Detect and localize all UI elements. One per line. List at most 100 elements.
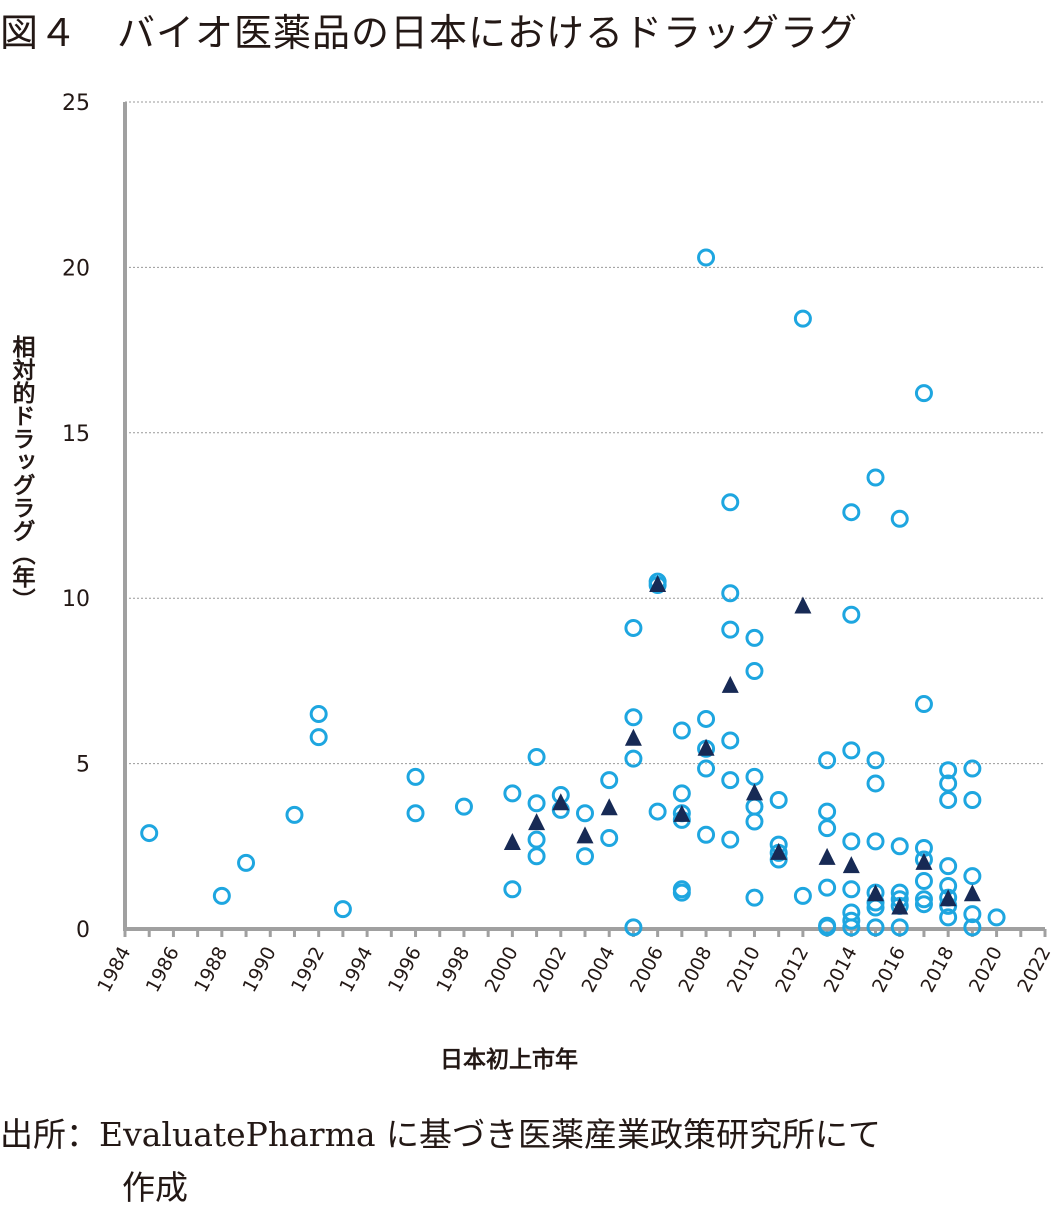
data-point-triangle	[915, 852, 933, 870]
x-tick-label: 1994	[335, 943, 377, 996]
data-point-triangle	[745, 783, 763, 801]
data-point-circle	[818, 802, 837, 821]
y-tick-label: 0	[76, 918, 90, 943]
data-point-circle	[914, 384, 933, 403]
x-tick-label: 2000	[481, 943, 523, 996]
data-point-triangle	[770, 842, 788, 860]
data-point-circle	[454, 797, 473, 816]
data-point-circle	[600, 829, 619, 848]
x-tick-label: 2022	[1013, 943, 1054, 996]
data-point-circle	[140, 824, 159, 843]
data-point-circle	[842, 605, 861, 624]
data-point-triangle	[576, 826, 594, 844]
x-tick-label: 2016	[868, 943, 910, 996]
data-point-triangle	[818, 847, 836, 865]
x-axis-label: 日本初上市年	[440, 1047, 578, 1073]
data-point-triangle	[963, 884, 981, 902]
data-point-circle	[697, 825, 716, 844]
data-point-triangle	[528, 813, 546, 831]
data-point-circle	[576, 847, 594, 866]
data-point-circle	[285, 805, 304, 824]
x-tick-label: 2008	[674, 943, 716, 996]
data-point-circle	[237, 853, 256, 872]
data-point-circle	[697, 759, 716, 778]
x-tick-label: 1986	[142, 943, 184, 996]
data-point-circle	[745, 888, 764, 907]
data-point-triangle	[503, 832, 521, 850]
data-point-circle	[721, 731, 740, 750]
data-point-circle	[963, 867, 982, 886]
data-point-circle	[963, 790, 982, 809]
data-point-circle	[527, 830, 546, 849]
data-point-circle	[721, 620, 740, 639]
data-point-circle	[745, 661, 764, 680]
data-point-circle	[769, 790, 788, 809]
y-tick-label: 5	[76, 753, 90, 778]
data-point-triangle	[867, 884, 885, 902]
data-point-circle	[890, 837, 909, 856]
data-point-triangle	[939, 889, 957, 907]
y-tick-label: 25	[62, 91, 90, 116]
x-tick-label: 1996	[384, 943, 426, 996]
data-point-circle	[721, 771, 740, 790]
data-point-circle	[309, 728, 328, 747]
data-point-circle	[503, 784, 522, 803]
data-point-circle	[406, 804, 425, 823]
data-point-circle	[866, 832, 885, 851]
data-point-circle	[818, 918, 837, 937]
data-point-circle	[333, 900, 352, 919]
data-point-circle	[503, 880, 522, 899]
data-point-circle	[697, 709, 716, 728]
data-point-triangle	[697, 738, 715, 756]
data-point-triangle	[600, 798, 618, 816]
data-point-circle	[939, 774, 958, 793]
data-point-circle	[939, 857, 958, 876]
data-point-circle	[842, 880, 861, 899]
data-point-circle	[939, 761, 958, 780]
source-note: 出所：EvaluatePharma に基づき医薬産業政策研究所にて 作成	[0, 1108, 1054, 1214]
data-point-circle	[697, 248, 716, 267]
data-point-triangle	[842, 856, 860, 874]
x-tick-label: 2010	[723, 943, 765, 996]
data-point-circle	[576, 804, 594, 823]
data-point-circle	[842, 832, 861, 851]
y-tick-label: 10	[62, 587, 90, 612]
data-point-circle	[963, 759, 982, 778]
data-point-circle	[842, 503, 861, 522]
data-point-triangle	[649, 574, 667, 592]
data-point-circle	[793, 886, 812, 905]
x-tick-label: 2004	[577, 943, 619, 996]
data-point-circle	[842, 911, 861, 930]
data-point-circle	[793, 309, 812, 328]
data-point-triangle	[673, 804, 691, 822]
data-point-circle	[600, 771, 619, 790]
data-point-circle	[527, 747, 546, 766]
y-tick-label: 15	[62, 422, 90, 447]
data-point-triangle	[891, 897, 909, 915]
y-tick-label: 20	[62, 256, 90, 281]
data-point-circle	[624, 749, 643, 768]
x-tick-label: 2012	[771, 943, 813, 996]
data-point-circle	[890, 918, 909, 937]
data-point-circle	[818, 751, 837, 770]
x-tick-label: 2014	[820, 943, 862, 996]
data-point-circle	[745, 812, 764, 831]
data-point-circle	[624, 708, 643, 727]
data-point-circle	[721, 830, 740, 849]
data-point-circle	[406, 767, 425, 786]
data-point-circle	[914, 695, 933, 714]
data-point-circle	[842, 741, 861, 760]
source-line-2: 作成	[122, 1168, 188, 1207]
data-point-circle	[672, 721, 691, 740]
data-point-circle	[527, 794, 546, 813]
x-tick-label: 2002	[529, 943, 571, 996]
data-point-circle	[721, 493, 740, 512]
data-point-circle	[818, 878, 837, 897]
x-tick-label: 2006	[626, 943, 668, 996]
data-point-circle	[939, 908, 958, 927]
x-tick-label: 1984	[93, 943, 135, 996]
data-point-circle	[309, 704, 328, 723]
data-point-triangle	[552, 793, 570, 811]
data-point-circle	[987, 908, 1006, 927]
